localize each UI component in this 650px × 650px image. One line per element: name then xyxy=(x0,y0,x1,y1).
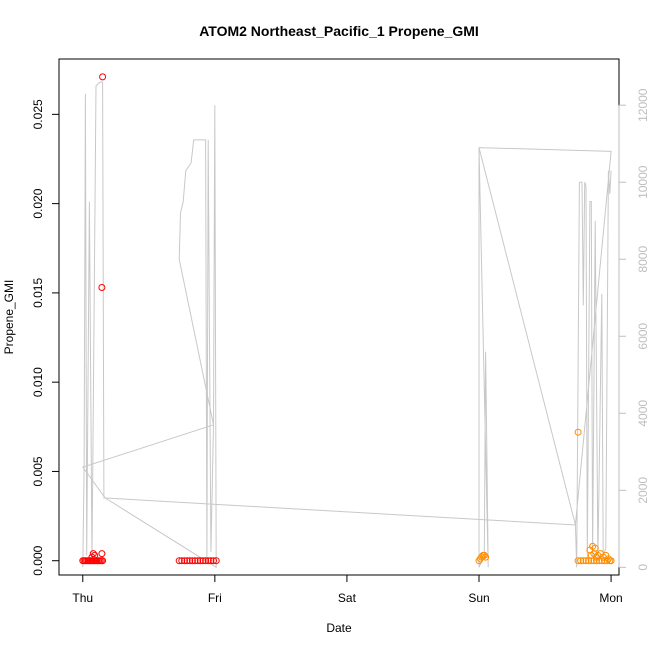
y-tick-label: 0.010 xyxy=(31,367,45,397)
data-point xyxy=(89,550,97,558)
data-point xyxy=(186,557,194,565)
data-point xyxy=(199,557,207,565)
data-point xyxy=(577,557,585,565)
plot-frame xyxy=(58,58,620,576)
x-tick-label: Sun xyxy=(468,591,489,605)
x-tick-label: Thu xyxy=(72,591,93,605)
altitude-line-layer xyxy=(81,81,612,569)
data-point xyxy=(191,557,199,565)
data-points-layer xyxy=(79,73,615,565)
data-point xyxy=(582,557,590,565)
data-point xyxy=(178,557,186,565)
data-point xyxy=(188,557,196,565)
data-point xyxy=(194,557,202,565)
data-point xyxy=(98,550,106,558)
data-point xyxy=(579,557,587,565)
data-point xyxy=(204,557,212,565)
y-tick-label: 0.000 xyxy=(31,545,45,575)
data-point xyxy=(202,557,210,565)
data-point xyxy=(175,557,183,565)
data-point xyxy=(482,553,490,561)
data-point xyxy=(183,557,191,565)
right-y-tick-label: 8000 xyxy=(636,246,650,273)
y-tick-label: 0.025 xyxy=(31,99,45,129)
right-y-tick-label: 2000 xyxy=(636,477,650,504)
right-y-axis: 0 2000 4000 6000 8000 10000 12000 xyxy=(618,88,650,571)
y-tick-label: 0.015 xyxy=(31,278,45,308)
right-y-tick-label: 4000 xyxy=(636,400,650,427)
x-axis-label: Date xyxy=(326,621,352,635)
data-point xyxy=(585,557,593,565)
data-point xyxy=(574,557,582,565)
y-axis: 0.000 0.005 0.010 0.015 0.020 0.025 xyxy=(31,99,60,576)
y-tick-label: 0.020 xyxy=(31,188,45,218)
data-point xyxy=(587,551,595,559)
data-point xyxy=(181,557,188,565)
data-point xyxy=(604,555,612,563)
y-axis-label: Propene_GMI xyxy=(2,280,16,355)
data-point xyxy=(88,553,96,561)
data-point xyxy=(99,73,107,81)
data-point xyxy=(207,557,215,565)
data-point xyxy=(196,557,204,565)
x-axis: Thu Fri Sat Sun Mon xyxy=(72,574,623,605)
data-point xyxy=(212,557,220,565)
data-point xyxy=(210,557,217,565)
right-y-tick-label: 0 xyxy=(636,564,650,571)
right-y-tick-label: 12000 xyxy=(636,88,650,122)
y-tick-label: 0.005 xyxy=(31,456,45,486)
chart-title: ATOM2 Northeast_Pacific_1 Propene_GMI xyxy=(199,23,479,39)
data-point xyxy=(98,284,106,291)
data-point xyxy=(598,557,606,565)
x-tick-label: Sat xyxy=(338,591,357,605)
x-tick-label: Mon xyxy=(599,591,622,605)
data-point xyxy=(99,557,107,565)
right-y-tick-label: 10000 xyxy=(636,165,650,199)
right-y-tick-label: 6000 xyxy=(636,323,650,350)
data-point xyxy=(587,557,595,565)
data-point xyxy=(574,428,582,436)
altitude-line xyxy=(81,81,612,569)
x-tick-label: Fri xyxy=(208,591,222,605)
data-point xyxy=(480,551,488,559)
